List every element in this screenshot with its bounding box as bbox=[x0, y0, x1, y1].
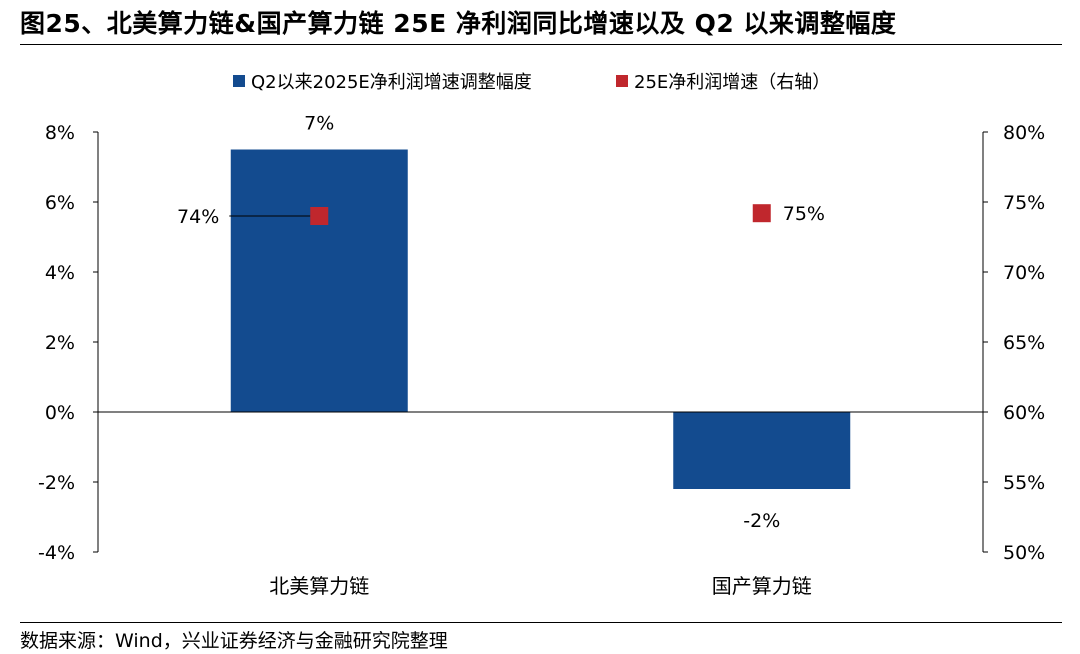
right-tick-label: 55% bbox=[1003, 472, 1045, 494]
right-tick-label: 80% bbox=[1003, 122, 1045, 144]
bar-series bbox=[230, 149, 851, 489]
chart-title: 图25、北美算力链&国产算力链 25E 净利润同比增速以及 Q2 以来调整幅度 bbox=[20, 9, 897, 38]
right-tick-label: 65% bbox=[1003, 332, 1045, 354]
legend-label-marker: 25E净利润增速（右轴） bbox=[634, 72, 830, 93]
left-tick-label: 2% bbox=[45, 332, 75, 354]
left-tick-label: -4% bbox=[38, 542, 75, 564]
legend-label-bar: Q2以来2025E净利润增速调整幅度 bbox=[251, 72, 532, 93]
right-tick-label: 70% bbox=[1003, 262, 1045, 284]
category-label-north-america: 北美算力链 bbox=[269, 574, 369, 598]
right-tick-label: 50% bbox=[1003, 542, 1045, 564]
left-tick-label: 0% bbox=[45, 402, 75, 424]
left-tick-label: 8% bbox=[45, 122, 75, 144]
source-divider bbox=[20, 622, 1062, 623]
source-note: 数据来源：Wind，兴业证券经济与金融研究院整理 bbox=[20, 630, 448, 652]
bar-label-domestic: -2% bbox=[743, 510, 780, 532]
marker-label-north-america: 74% bbox=[177, 206, 219, 228]
combo-chart: Q2以来2025E净利润增速调整幅度 25E净利润增速（右轴） -4% -2% 0%… bbox=[38, 72, 1045, 598]
bar-domestic bbox=[673, 412, 851, 489]
marker-domestic bbox=[752, 204, 771, 223]
right-axis-ticks: 50% 55% 60% 65% 70% 75% 80% bbox=[983, 122, 1045, 564]
marker-label-domestic: 75% bbox=[783, 203, 825, 225]
marker-north-america bbox=[310, 207, 329, 225]
right-tick-label: 60% bbox=[1003, 402, 1045, 424]
left-tick-label: -2% bbox=[38, 472, 75, 494]
left-tick-label: 6% bbox=[45, 192, 75, 214]
left-axis-ticks: -4% -2% 0% 2% 4% 6% 8% bbox=[38, 122, 98, 564]
category-label-domestic: 国产算力链 bbox=[712, 574, 812, 598]
bar-north-america bbox=[230, 149, 408, 412]
legend-swatch-marker bbox=[616, 75, 628, 87]
left-tick-label: 4% bbox=[45, 262, 75, 284]
right-tick-label: 75% bbox=[1003, 192, 1045, 214]
title-divider bbox=[20, 44, 1062, 45]
bar-label-north-america: 7% bbox=[304, 113, 334, 135]
legend-swatch-bar bbox=[233, 75, 245, 87]
legend: Q2以来2025E净利润增速调整幅度 25E净利润增速（右轴） bbox=[233, 72, 830, 93]
